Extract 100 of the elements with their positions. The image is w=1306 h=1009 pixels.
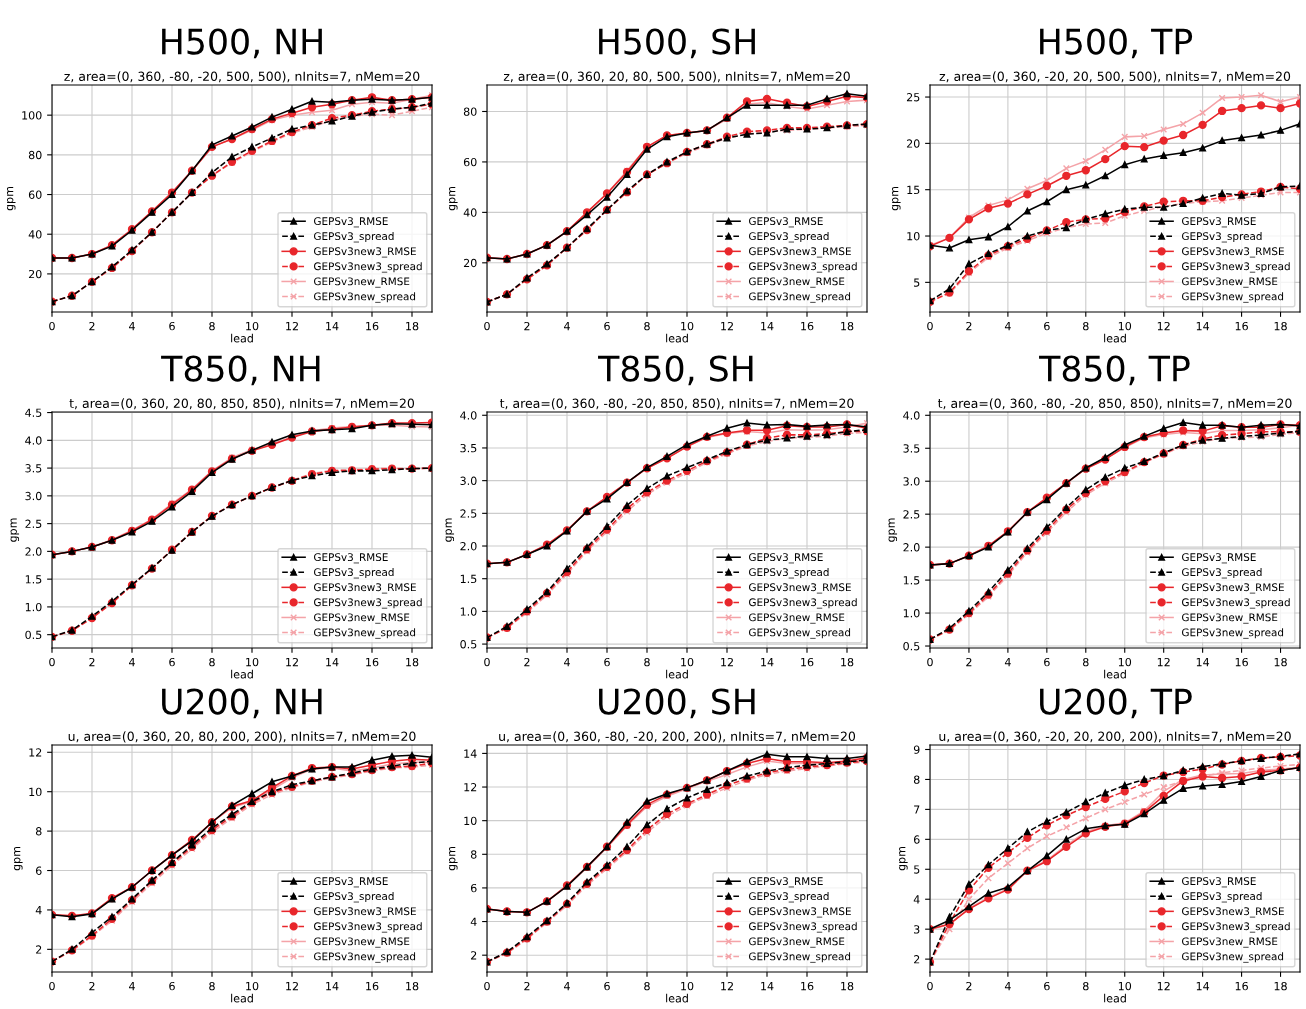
legend-label: GEPSv3_RMSE bbox=[314, 217, 388, 228]
x-tick-label: 6 bbox=[604, 981, 610, 991]
legend-label: GEPSv3new_spread bbox=[749, 952, 851, 963]
x-tick-label: 6 bbox=[169, 321, 175, 331]
x-tick-label: 8 bbox=[209, 321, 215, 331]
x-tick-label: 18 bbox=[406, 981, 419, 991]
legend-label: GEPSv3_spread bbox=[314, 232, 394, 243]
legend-label: GEPSv3new3_spread bbox=[1182, 262, 1290, 273]
chart-subtitle: t, area=(0, 360, -80, -20, 850, 850), nInits=7, nMem=20 bbox=[937, 398, 1292, 410]
x-tick-label: 2 bbox=[966, 981, 972, 991]
legend-label: GEPSv3new3_spread bbox=[749, 262, 857, 273]
y-tick-label: 20 bbox=[28, 269, 42, 279]
x-tick-label: 2 bbox=[524, 321, 530, 331]
legend-label: GEPSv3new_spread bbox=[749, 628, 851, 639]
legend-label: GEPSv3new_spread bbox=[314, 292, 416, 303]
y-tick-label: 6 bbox=[35, 866, 42, 875]
legend-label: GEPSv3new_RMSE bbox=[749, 937, 845, 948]
x-tick-label: 12 bbox=[721, 657, 733, 667]
x-tick-label: 12 bbox=[286, 981, 298, 991]
legend-label: GEPSv3_RMSE bbox=[749, 877, 823, 888]
chart-title: T850, TP bbox=[1039, 355, 1190, 386]
x-tick-label: 16 bbox=[1235, 981, 1248, 991]
chart-title: H500, TP bbox=[1040, 28, 1193, 59]
y-tick-label: 3.5 bbox=[25, 464, 42, 473]
x-tick-label: 2 bbox=[524, 981, 530, 991]
y-axis-title: gpm bbox=[449, 846, 458, 871]
y-tick-label: 1.0 bbox=[460, 607, 477, 616]
y-tick-label: 6 bbox=[470, 883, 477, 893]
x-tick-label: 4 bbox=[129, 658, 135, 667]
legend-label: GEPSv3new_spread bbox=[1182, 292, 1284, 303]
chart-title: T850, NH bbox=[161, 355, 320, 386]
chart-subtitle: t, area=(0, 360, -80, -20, 850, 850), nInits=7, nMem=20 bbox=[499, 398, 854, 410]
legend-label: GEPSv3new3_spread bbox=[1182, 598, 1290, 609]
x-tick-label: 14 bbox=[761, 322, 774, 331]
legend-label: GEPSv3new_spread bbox=[314, 628, 416, 639]
x-tick-label: 8 bbox=[644, 657, 650, 667]
y-axis-title: gpm bbox=[892, 186, 901, 211]
x-tick-label: 4 bbox=[564, 658, 570, 667]
x-tick-label: 4 bbox=[1004, 322, 1011, 331]
x-tick-label: 4 bbox=[564, 982, 570, 991]
legend-label: GEPSv3new_spread bbox=[749, 292, 851, 303]
x-tick-label: 16 bbox=[366, 981, 379, 991]
chart-subtitle: u, area=(0, 360, -80, -20, 200, 200), nInits=7, nMem=20 bbox=[499, 731, 856, 743]
x-tick-label: 6 bbox=[169, 657, 175, 667]
x-tick-label: 2 bbox=[89, 321, 95, 331]
y-tick-label: 3.0 bbox=[903, 477, 920, 486]
y-tick-label: 2 bbox=[914, 955, 920, 964]
x-tick-label: 16 bbox=[801, 321, 814, 331]
x-tick-label: 0 bbox=[927, 321, 933, 331]
legend-label: GEPSv3new3_spread bbox=[314, 922, 422, 933]
y-tick-label: 60 bbox=[463, 157, 477, 167]
y-tick-label: 2.5 bbox=[460, 509, 477, 518]
legend-label: GEPSv3_RMSE bbox=[1182, 553, 1256, 564]
x-tick-label: 6 bbox=[1044, 321, 1050, 331]
x-axis-title: lead bbox=[1104, 333, 1126, 343]
x-tick-label: 4 bbox=[1004, 658, 1011, 667]
x-tick-label: 0 bbox=[484, 321, 490, 331]
x-tick-label: 16 bbox=[1235, 657, 1248, 667]
x-tick-label: 18 bbox=[406, 657, 419, 667]
y-tick-label: 4.0 bbox=[460, 411, 477, 420]
y-tick-label: 3.5 bbox=[903, 444, 920, 453]
x-tick-label: 2 bbox=[966, 321, 972, 331]
x-axis-title: lead bbox=[666, 993, 688, 1003]
legend-label: GEPSv3new3_spread bbox=[749, 922, 857, 933]
legend-label: GEPSv3new_spread bbox=[1182, 628, 1284, 639]
x-tick-label: 14 bbox=[326, 658, 339, 667]
x-tick-label: 6 bbox=[1044, 981, 1050, 991]
legend-label: GEPSv3_spread bbox=[314, 892, 394, 903]
y-tick-label: 40 bbox=[28, 230, 42, 239]
legend-label: GEPSv3new_RMSE bbox=[749, 613, 845, 624]
y-tick-label: 25 bbox=[906, 93, 920, 102]
x-tick-label: 10 bbox=[246, 981, 259, 991]
x-tick-label: 14 bbox=[1196, 658, 1210, 667]
y-tick-label: 20 bbox=[463, 258, 477, 268]
x-tick-label: 8 bbox=[209, 657, 215, 667]
x-tick-label: 14 bbox=[326, 982, 339, 991]
y-tick-label: 4.0 bbox=[25, 436, 42, 445]
x-axis-title: lead bbox=[231, 669, 253, 679]
y-tick-label: 4.0 bbox=[903, 411, 920, 420]
legend-label: GEPSv3new_RMSE bbox=[1182, 277, 1278, 288]
y-tick-label: 1.5 bbox=[903, 576, 920, 585]
x-tick-label: 10 bbox=[681, 321, 694, 331]
x-axis-title: lead bbox=[666, 669, 688, 679]
legend-label: GEPSv3new3_RMSE bbox=[749, 907, 851, 918]
y-tick-label: 2.0 bbox=[25, 547, 42, 556]
chart-subtitle: u, area=(0, 360, -20, 20, 200, 200), nInits=7, nMem=20 bbox=[939, 731, 1291, 743]
y-tick-label: 12 bbox=[464, 783, 477, 792]
x-tick-label: 2 bbox=[89, 657, 95, 667]
y-tick-label: 1.5 bbox=[460, 574, 477, 584]
x-tick-label: 4 bbox=[129, 982, 135, 991]
x-tick-label: 2 bbox=[89, 981, 95, 991]
y-tick-label: 2.5 bbox=[903, 510, 920, 519]
x-tick-label: 18 bbox=[841, 657, 854, 667]
x-tick-label: 16 bbox=[801, 657, 814, 667]
legend-label: GEPSv3_RMSE bbox=[314, 877, 388, 888]
y-tick-label: 9 bbox=[913, 745, 920, 754]
legend-label: GEPSv3_spread bbox=[749, 568, 829, 579]
x-tick-label: 16 bbox=[801, 981, 814, 991]
x-tick-label: 0 bbox=[49, 321, 55, 331]
y-axis-title: gpm bbox=[6, 186, 16, 211]
